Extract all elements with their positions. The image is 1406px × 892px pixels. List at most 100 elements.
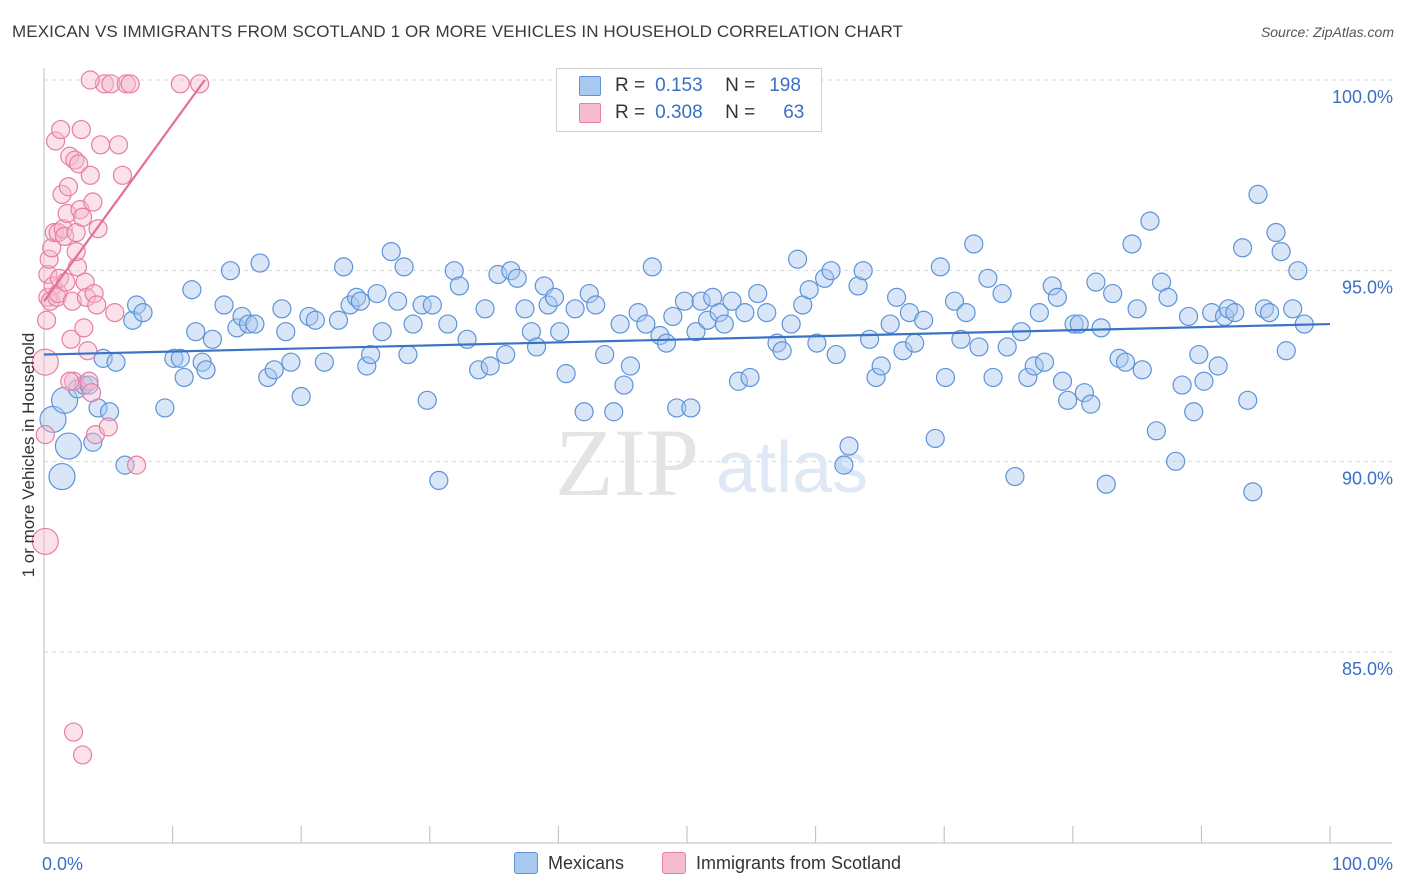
mexicans-point bbox=[1132, 360, 1152, 380]
mexicans-point bbox=[781, 314, 801, 334]
mexicans-point bbox=[438, 314, 458, 334]
mexicans-point bbox=[372, 322, 392, 342]
mexicans-point bbox=[1069, 314, 1089, 334]
mexicans-point bbox=[969, 337, 989, 357]
mexicans-point bbox=[848, 276, 868, 296]
legend-n-value: 63 bbox=[783, 102, 805, 123]
y-tick-label-1: 95.0% bbox=[1342, 278, 1393, 298]
mexicans-point bbox=[196, 360, 216, 380]
mexicans-point bbox=[276, 322, 296, 342]
mexicans-point bbox=[1232, 238, 1253, 258]
mexicans-point bbox=[586, 295, 606, 315]
bottom-legend-label: Mexicans bbox=[548, 852, 625, 873]
mexicans-point bbox=[361, 344, 381, 365]
mexicans-point bbox=[853, 261, 873, 281]
scotland-point bbox=[61, 329, 81, 349]
scotland-point bbox=[66, 242, 86, 262]
scotland-point bbox=[80, 70, 100, 90]
mexicans-point bbox=[1115, 352, 1136, 372]
legend-swatch-pink bbox=[579, 103, 601, 123]
mexicans-point bbox=[186, 322, 206, 342]
mexicans-point bbox=[422, 295, 442, 315]
mexicans-point bbox=[83, 432, 103, 452]
scotland-point bbox=[65, 150, 85, 170]
y-tick-label-2: 90.0% bbox=[1342, 468, 1393, 488]
mexicans-point bbox=[429, 470, 449, 490]
legend-n-value: 198 bbox=[769, 75, 801, 96]
mexicans-point bbox=[860, 329, 880, 349]
mexicans-point bbox=[521, 322, 541, 342]
scotland-point bbox=[81, 383, 102, 403]
scotland-point bbox=[63, 722, 84, 742]
scotland-point bbox=[84, 283, 104, 304]
scotland-point bbox=[83, 192, 103, 212]
mexicans-point bbox=[264, 360, 284, 380]
mexicans-point bbox=[951, 329, 971, 349]
mexicans-point bbox=[1081, 394, 1101, 414]
mexicans-point bbox=[340, 295, 360, 315]
legend-n-label: N = bbox=[725, 102, 756, 123]
mexicans-point bbox=[925, 428, 945, 449]
mexicans-point bbox=[667, 398, 687, 418]
mexicans-point bbox=[722, 291, 742, 311]
mexicans-point bbox=[1091, 318, 1111, 338]
scotland-point bbox=[120, 74, 140, 94]
mexicans-point bbox=[930, 257, 950, 277]
source-label: Source: ZipAtlas.com bbox=[1260, 24, 1394, 40]
scotland-point bbox=[60, 371, 80, 391]
mexicans-point bbox=[220, 261, 241, 281]
mexicans-point bbox=[133, 303, 153, 323]
mexicans-point bbox=[350, 291, 370, 311]
mexicans-point bbox=[328, 310, 349, 330]
mexicans-point bbox=[1042, 276, 1062, 296]
mexicans-point bbox=[1208, 356, 1228, 376]
mexicans-point bbox=[444, 261, 464, 281]
scotland-point bbox=[52, 184, 72, 204]
mexicans-point bbox=[281, 352, 301, 372]
mexicans-point bbox=[1166, 451, 1186, 471]
mexicans-point bbox=[914, 310, 934, 330]
mexicans-point bbox=[403, 314, 423, 334]
scotland-point bbox=[105, 303, 125, 323]
mexicans-point bbox=[1288, 261, 1308, 281]
mexicans-point bbox=[740, 367, 760, 388]
mexicans-point bbox=[469, 360, 489, 380]
mexicans-point bbox=[258, 367, 278, 388]
mexicans-point bbox=[488, 264, 508, 285]
mexicans-point bbox=[507, 268, 527, 288]
mexicans-point bbox=[556, 364, 576, 384]
mexicans-point bbox=[305, 310, 325, 330]
mexicans-point bbox=[398, 344, 418, 365]
mexicans-point bbox=[550, 322, 570, 342]
mexicans-point bbox=[997, 337, 1017, 357]
mexicans-point bbox=[656, 333, 677, 353]
legend-r-value: 0.308 bbox=[655, 102, 703, 123]
mexicans-point bbox=[1018, 367, 1038, 388]
mexicans-point bbox=[681, 398, 701, 418]
trend-line-scotland bbox=[43, 79, 206, 302]
mexicans-point bbox=[1254, 299, 1275, 319]
scotland-point bbox=[56, 272, 76, 292]
scotland-point bbox=[72, 745, 93, 765]
mexicans-point bbox=[480, 356, 500, 376]
scotland-point bbox=[190, 74, 210, 94]
mexicans-point bbox=[1122, 234, 1142, 254]
mexicans-point bbox=[526, 337, 547, 357]
legend-r-label: R = bbox=[615, 75, 646, 96]
trend-line-mexicans bbox=[43, 322, 1331, 356]
mexicans-point bbox=[834, 455, 854, 475]
scotland-point bbox=[38, 264, 58, 285]
mexicans-point bbox=[905, 333, 925, 353]
mexicans-point bbox=[538, 295, 558, 315]
scotland-point bbox=[80, 165, 100, 185]
mexicans-point bbox=[1271, 242, 1291, 262]
mexicans-point bbox=[1283, 299, 1303, 319]
bottom-legend: Mexicans Immigrants from Scotland bbox=[0, 852, 1406, 878]
bottom-legend-scotland: Immigrants from Scotland bbox=[662, 852, 901, 874]
mexicans-point bbox=[686, 322, 706, 342]
mexicans-point bbox=[54, 432, 83, 460]
mexicans-point bbox=[501, 261, 521, 281]
mexicans-point bbox=[106, 352, 126, 372]
y-tick-label-0: 100.0% bbox=[1332, 87, 1393, 107]
